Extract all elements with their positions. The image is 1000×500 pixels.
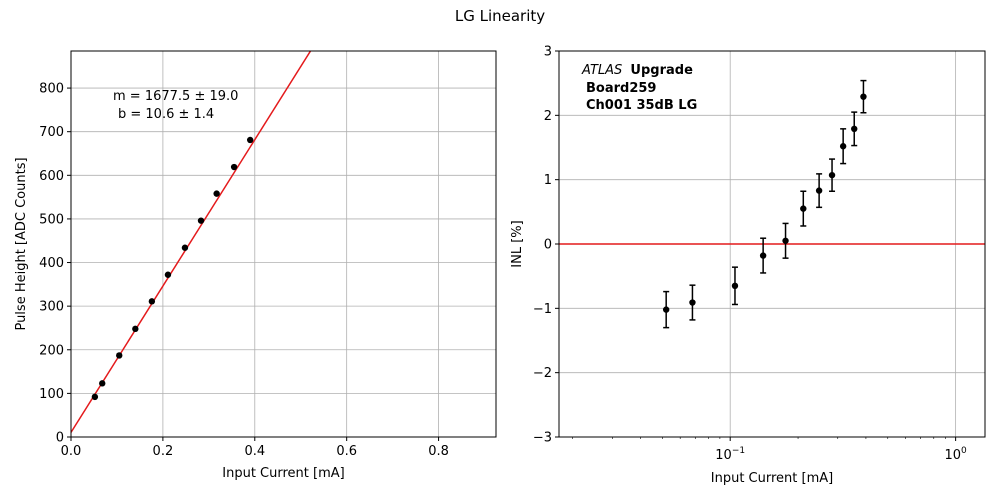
panel1-y-tick-label: 300 xyxy=(39,300,64,315)
panel1-x-axis-label: Input Current [mA] xyxy=(222,466,344,481)
upgrade-label: Upgrade xyxy=(630,63,693,78)
panel1-y-tick-label: 100 xyxy=(39,387,64,402)
atlas-label: ATLAS xyxy=(581,63,622,78)
panel2-data-point xyxy=(662,306,670,313)
panel2-y-tick-label: 0 xyxy=(544,238,552,253)
panel2-y-tick-label: −2 xyxy=(533,366,552,381)
panel2-data-point xyxy=(839,143,847,150)
panel1-y-tick-label: 0 xyxy=(56,431,64,446)
panel1-data-point xyxy=(197,217,205,224)
panel2-x-tick-label: 10−1 xyxy=(715,446,745,463)
panel1-x-tick-label: 0.2 xyxy=(153,444,174,459)
panel2-data-point xyxy=(731,282,739,290)
panel1-data-point xyxy=(91,393,99,401)
panel2-y-tick-label: 1 xyxy=(544,173,552,188)
panel2-y-tick-label: −1 xyxy=(533,302,552,317)
panel1-data-point xyxy=(230,163,238,171)
channel-label: Ch001 35dB LG xyxy=(586,98,697,113)
panel1-y-tick-label: 700 xyxy=(39,125,64,140)
panel1-data-point xyxy=(132,325,139,333)
panel1-y-tick-label: 600 xyxy=(39,169,64,184)
panel2-x-axis-label: Input Current [mA] xyxy=(711,471,833,486)
panel1-data-point xyxy=(164,271,172,278)
panel1-y-tick-label: 500 xyxy=(39,212,64,227)
panel2-data-point xyxy=(860,93,867,100)
panel1-x-tick-label: 0.0 xyxy=(61,444,82,459)
panel1-x-tick-label: 0.8 xyxy=(428,444,449,459)
panel2-y-axis-label: INL [%] xyxy=(510,220,525,267)
panel1-x-tick-label: 0.6 xyxy=(336,444,357,459)
board-label: Board259 xyxy=(586,81,656,96)
panel1-data-point xyxy=(181,244,189,251)
panel2-y-tick-label: −3 xyxy=(533,431,552,446)
panel2-data-point xyxy=(815,187,823,194)
figure-title: LG Linearity xyxy=(454,7,546,25)
panel1-y-tick-label: 200 xyxy=(39,343,64,358)
panel1-x-tick-label: 0.4 xyxy=(244,444,265,459)
panel2-data-point xyxy=(689,299,696,306)
panel2-data-point xyxy=(828,171,836,179)
panel1-data-point xyxy=(148,298,156,305)
fit-slope-annotation: m = 1677.5 ± 19.0 xyxy=(113,89,238,104)
panel1-plot-frame xyxy=(70,50,497,438)
panel1-data-point xyxy=(213,190,220,197)
panel1-y-axis-label: Pulse Height [ADC Counts] xyxy=(14,157,29,330)
panel1-fit-line xyxy=(71,51,312,433)
fit-intercept-annotation: b = 10.6 ± 1.4 xyxy=(118,107,214,122)
experiment-annotation: ATLAS Upgrade xyxy=(581,63,693,78)
panel2-y-tick-label: 2 xyxy=(544,109,552,124)
panel1-data-point xyxy=(116,352,123,359)
panel1-data-point xyxy=(99,380,106,387)
panel2-data-point xyxy=(851,125,858,133)
panel2-x-tick-label: 100 xyxy=(944,446,967,463)
panel2-data-point xyxy=(800,205,807,212)
panel2-data-point xyxy=(759,252,767,259)
panel2-y-tick-label: 3 xyxy=(544,45,552,60)
panel1-data-point xyxy=(246,136,254,144)
panel1-y-tick-label: 400 xyxy=(39,256,64,271)
panel2-data-point xyxy=(782,237,789,244)
panel1-y-tick-label: 800 xyxy=(39,82,64,97)
